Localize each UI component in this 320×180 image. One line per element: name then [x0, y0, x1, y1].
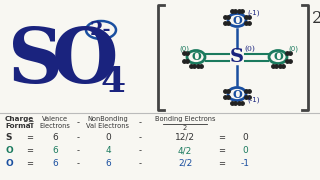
Text: =: = — [27, 159, 34, 168]
Text: Valence
Electrons: Valence Electrons — [40, 116, 70, 129]
Text: O: O — [232, 15, 242, 26]
Text: 0: 0 — [242, 146, 248, 155]
Text: 6: 6 — [105, 159, 111, 168]
Text: -: - — [76, 146, 79, 155]
Text: (0): (0) — [244, 45, 255, 53]
Text: O: O — [273, 51, 283, 62]
Text: =: = — [219, 146, 226, 155]
Text: 0: 0 — [105, 133, 111, 142]
Text: -1: -1 — [241, 159, 250, 168]
Text: S: S — [8, 25, 63, 99]
Text: -: - — [76, 118, 79, 127]
Text: 4: 4 — [105, 146, 111, 155]
Text: S: S — [230, 48, 244, 66]
Text: =: = — [219, 133, 226, 142]
Text: O: O — [5, 146, 13, 155]
Text: 6: 6 — [52, 133, 58, 142]
Text: =: = — [219, 159, 226, 168]
Text: O: O — [232, 89, 242, 100]
Text: 2-: 2- — [89, 21, 111, 39]
Text: =: = — [27, 146, 34, 155]
Text: -: - — [139, 118, 141, 127]
Text: -: - — [76, 133, 79, 142]
Text: (-1): (-1) — [247, 97, 260, 103]
Text: O: O — [5, 159, 13, 168]
Text: 6: 6 — [52, 159, 58, 168]
Text: 2: 2 — [183, 125, 187, 130]
Text: 4: 4 — [100, 65, 125, 99]
Text: 6: 6 — [52, 146, 58, 155]
Text: O: O — [191, 51, 201, 62]
Text: =: = — [27, 133, 34, 142]
Text: (0): (0) — [179, 46, 189, 52]
Text: =: = — [27, 118, 33, 127]
Text: 2/2: 2/2 — [178, 159, 192, 168]
Text: O: O — [52, 25, 118, 99]
Text: (-1): (-1) — [247, 10, 260, 16]
Text: 0: 0 — [242, 133, 248, 142]
Text: 12/2: 12/2 — [175, 133, 195, 142]
Text: -: - — [139, 146, 141, 155]
Text: S: S — [5, 133, 12, 142]
Text: -: - — [139, 133, 141, 142]
Text: Bonding Electrons: Bonding Electrons — [155, 116, 215, 122]
Text: (0): (0) — [288, 46, 298, 52]
Text: NonBonding
Val Electrons: NonBonding Val Electrons — [86, 116, 130, 129]
Text: -: - — [139, 159, 141, 168]
Text: Charge
Formal: Charge Formal — [5, 116, 34, 129]
Text: -: - — [76, 159, 79, 168]
Text: 2: 2 — [312, 10, 320, 27]
Text: 4/2: 4/2 — [178, 146, 192, 155]
